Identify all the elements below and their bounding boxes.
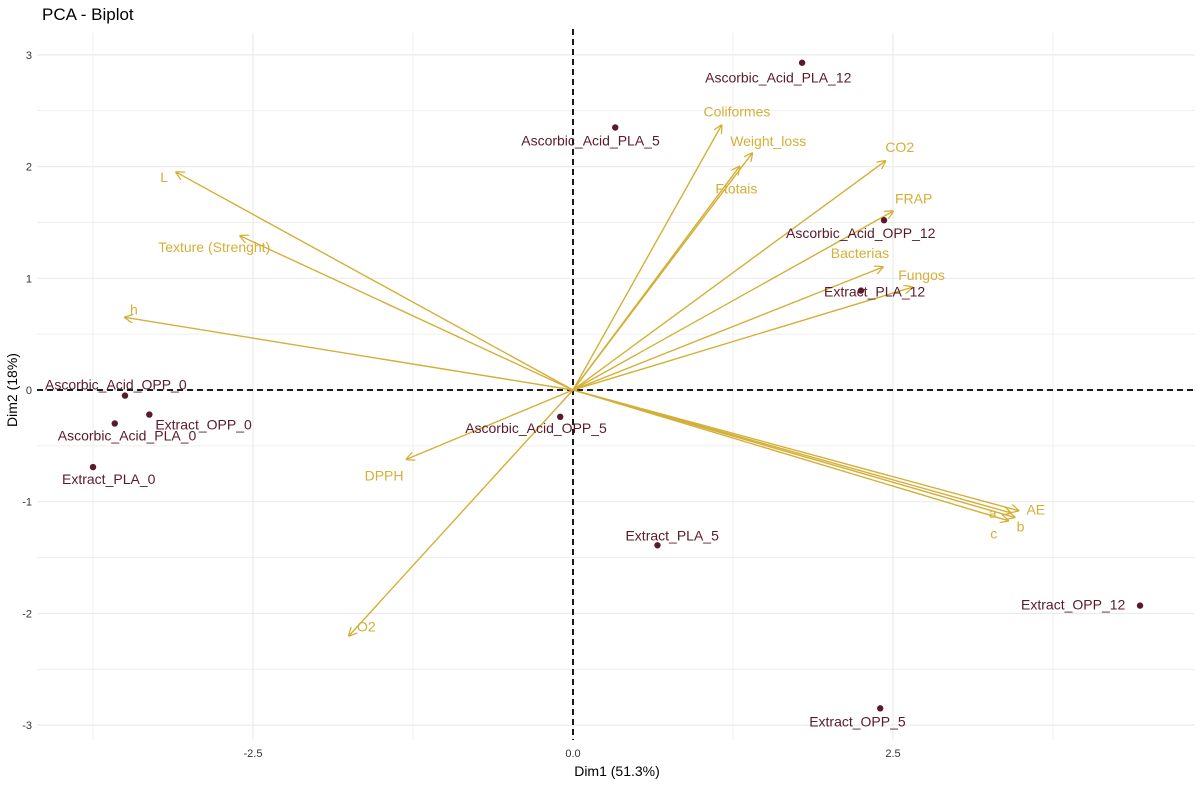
variable-label: c (990, 526, 997, 542)
axes: -2.5 0.0 2.5 -3 -2 -1 0 1 2 3 (22, 50, 900, 760)
variable-arrow (572, 161, 885, 391)
variable-label: L (160, 169, 168, 185)
y-tick-label: 3 (26, 50, 32, 62)
x-tick-label: 2.5 (885, 748, 900, 760)
variable-arrows (125, 125, 1018, 635)
y-tick-label: 0 (26, 385, 32, 397)
y-tick-label: 1 (26, 273, 32, 285)
individual-point (121, 392, 129, 399)
x-axis-title: Dim1 (51.3%) (574, 763, 660, 779)
y-tick-label: 2 (26, 162, 32, 174)
individual-point (1136, 602, 1144, 609)
x-tick-label: 0.0 (565, 748, 580, 760)
individual-label: Extract_PLA_0 (62, 471, 156, 487)
variable-label: Bacterias (831, 245, 889, 261)
variable-arrow (572, 267, 883, 391)
variable-arrow (572, 389, 1018, 511)
variable-label: DPPH (365, 467, 404, 483)
individual-points (89, 59, 1144, 712)
individual-label: Ascorbic_Acid_OPP_0 (45, 377, 187, 393)
individual-point (89, 463, 97, 471)
individual-point (857, 287, 865, 294)
individual-label: Extract_OPP_0 (155, 417, 252, 433)
y-tick-label: -3 (22, 720, 32, 732)
variable-label: Weight_loss (730, 133, 806, 149)
individual-label: Extract_PLA_12 (824, 284, 925, 300)
variable-arrow (572, 287, 912, 391)
individual-label: Ascorbic_Acid_OPP_12 (786, 225, 936, 241)
chart-title: PCA - Biplot (42, 5, 134, 24)
x-tick-label: -2.5 (244, 748, 263, 760)
variable-arrow (125, 317, 574, 391)
labels: Coliformes Weight_loss Ftotais CO2 FRAP Bacte… (45, 70, 1126, 730)
variable-label: FRAP (895, 190, 932, 206)
individual-point (111, 420, 118, 427)
y-axis-title: Dim2 (18%) (4, 353, 20, 427)
variable-label: Fungos (898, 267, 945, 283)
individual-point (612, 124, 619, 131)
variable-arrow (240, 236, 574, 391)
individual-label: Ascorbic_Acid_PLA_12 (705, 70, 852, 86)
variable-arrow (572, 389, 1015, 517)
individual-label: Extract_OPP_5 (809, 713, 906, 729)
individual-point (798, 59, 806, 66)
variable-arrow (349, 389, 574, 636)
variable-arrow (572, 167, 739, 391)
individual-point (654, 542, 661, 549)
individual-point (146, 411, 153, 418)
individual-label: Ascorbic_Acid_PLA_5 (521, 133, 660, 149)
variable-label: AE (1026, 502, 1045, 518)
variable-label: a (989, 505, 997, 521)
variable-label: CO2 (885, 139, 914, 155)
variable-arrow (572, 211, 893, 391)
variable-label: b (1017, 518, 1025, 534)
individual-label: Ascorbic_Acid_PLA_0 (58, 428, 197, 444)
individual-point (557, 413, 564, 421)
individual-label: Extract_OPP_12 (1021, 597, 1125, 613)
variable-arrow (572, 389, 1008, 521)
variable-label: h (130, 301, 138, 317)
individual-point (880, 217, 888, 224)
y-tick-label: -1 (22, 497, 32, 509)
individual-point (877, 705, 884, 712)
variable-label: Texture (Strenght) (158, 239, 270, 255)
y-tick-label: -2 (22, 608, 32, 620)
reference-lines (37, 29, 1195, 740)
variable-arrow (572, 125, 721, 391)
variable-label: Coliformes (703, 103, 770, 119)
individual-label: Ascorbic_Acid_OPP_5 (465, 420, 607, 436)
variable-arrow (407, 389, 574, 459)
variable-label: Ftotais (715, 181, 757, 197)
variable-label: O2 (357, 619, 376, 635)
individual-label: Extract_PLA_5 (625, 527, 719, 543)
variable-arrow (176, 172, 574, 391)
